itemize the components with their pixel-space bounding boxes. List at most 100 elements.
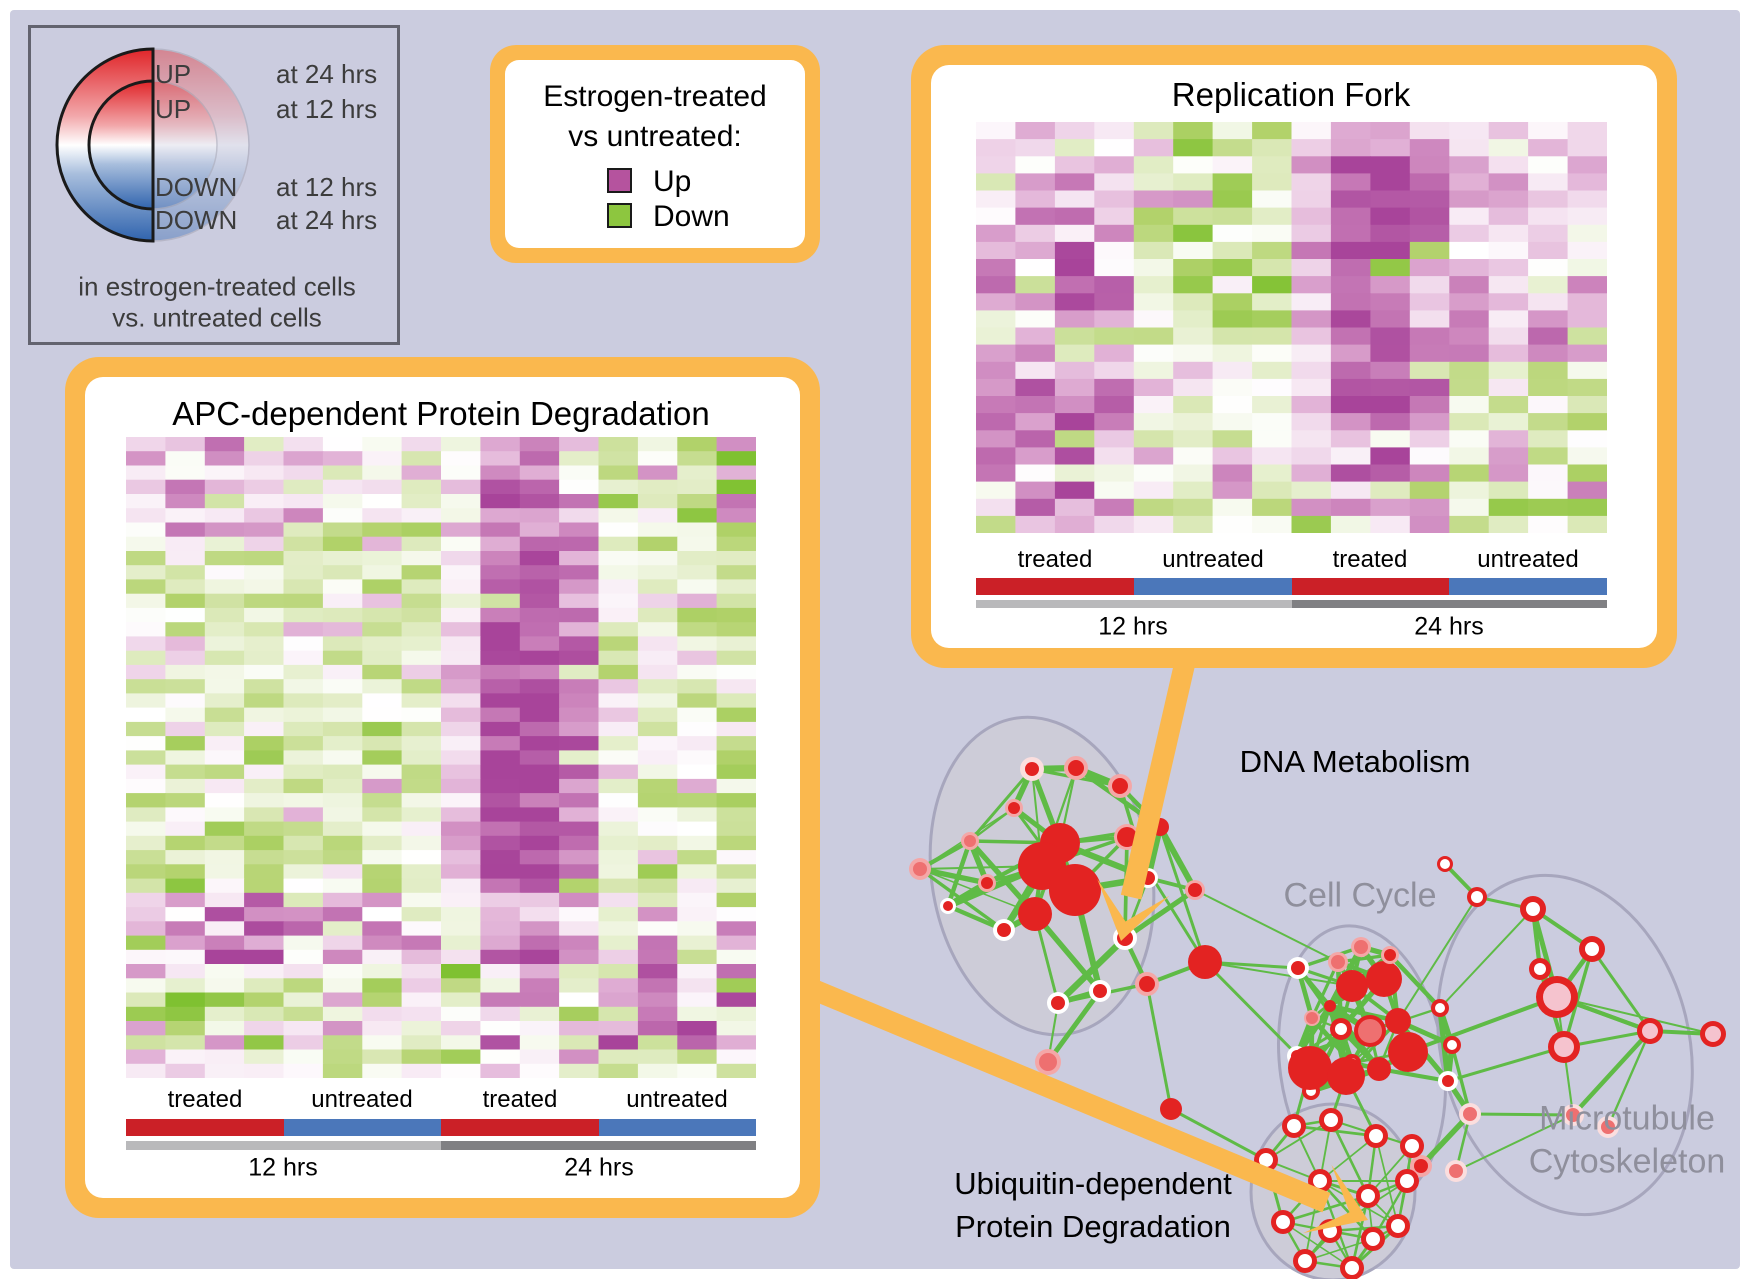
heatmap-cell [1173, 378, 1214, 397]
heatmap-cell [244, 593, 285, 609]
heatmap-cell [1252, 190, 1293, 209]
heatmap-cell [204, 1006, 245, 1022]
heatmap-cell [1449, 156, 1490, 175]
ring-legend-direction-0: UP [155, 59, 192, 89]
heatmap-cell [283, 821, 324, 837]
heatmap-cell [1528, 207, 1569, 226]
network-node [1358, 1019, 1382, 1043]
heatmap-cell [637, 935, 678, 951]
heatmap-cell [480, 707, 521, 723]
heatmap-cell [401, 607, 442, 623]
heatmap-cell [1054, 447, 1095, 466]
ring-legend-time-0: at 24 hrs [276, 59, 378, 89]
heatmap-cell [1330, 327, 1371, 346]
network-node [943, 901, 953, 911]
heatmap-cell [1330, 139, 1371, 158]
heatmap-cell [362, 1035, 403, 1051]
heatmap-cell [401, 807, 442, 823]
heatmap-cell [362, 622, 403, 638]
heatmap-cell [126, 508, 166, 524]
heatmap-cell [1212, 515, 1253, 533]
heatmap-cell [244, 494, 285, 509]
heatmap-cell [976, 293, 1016, 312]
heatmap-cell [598, 522, 639, 538]
heatmap-cell [204, 750, 245, 766]
network-edge [1265, 1119, 1332, 1161]
heatmap-cell [677, 778, 718, 794]
heatmap-cell [1567, 122, 1607, 140]
network-node [1534, 963, 1546, 975]
heatmap-cell [322, 508, 363, 524]
heatmap-cell [322, 579, 363, 595]
heatmap-cell [441, 921, 481, 937]
heatmap-cell [480, 508, 521, 524]
condition-label-1: untreated [1162, 546, 1264, 573]
heatmap-cell [1409, 241, 1450, 260]
heatmap-cell [283, 850, 324, 866]
heatmap-cell [126, 479, 166, 495]
network-node [1585, 942, 1599, 956]
heatmap-cell [322, 949, 363, 965]
heatmap-cell [598, 964, 639, 979]
heatmap-cell [244, 907, 285, 923]
heatmap-cell [283, 949, 324, 965]
heatmap-cell [1291, 481, 1332, 500]
heatmap-cell [204, 778, 245, 794]
heatmap-cell [401, 565, 442, 581]
condition-bar-1 [1133, 578, 1292, 595]
heatmap-cell [716, 551, 756, 566]
heatmap-cell [1330, 344, 1371, 363]
network-node [1388, 1032, 1428, 1072]
heatmap-cell [126, 536, 166, 552]
heatmap-cell [362, 565, 403, 581]
heatmap-cell [559, 721, 600, 737]
heatmap-cell [126, 949, 166, 965]
heatmap-cell [519, 1063, 560, 1078]
heatmap-cell [1252, 207, 1293, 226]
heatmap-cell [1528, 396, 1569, 414]
heatmap-cell [441, 793, 481, 809]
heatmap-cell [1330, 515, 1371, 533]
heatmap-cell [716, 636, 756, 652]
network-node [1306, 1012, 1318, 1024]
heatmap-cell [677, 693, 718, 709]
heatmap-cell [677, 992, 718, 1008]
heatmap-cell [716, 907, 756, 923]
heatmap-cell [126, 964, 166, 979]
ring-legend-direction-3: DOWN [155, 205, 238, 235]
heatmap-cell [637, 451, 678, 467]
heatmap-cell [1528, 430, 1569, 449]
heatmap-cell [244, 579, 285, 595]
heatmap-cell [283, 479, 324, 495]
heatmap-cell [1173, 156, 1214, 175]
condition-bar-2 [441, 1119, 599, 1136]
heatmap-cell [677, 721, 718, 737]
heatmap-cell [1252, 344, 1293, 363]
heatmap-cell [362, 949, 403, 965]
heatmap-cell [637, 664, 678, 680]
heatmap-cell [677, 1063, 718, 1078]
heatmap-cell [244, 935, 285, 951]
heatmap-cell [362, 679, 403, 695]
heatmap-cell [244, 451, 285, 467]
network-node [981, 877, 993, 889]
heatmap-cell [677, 864, 718, 880]
heatmap-cell [441, 907, 481, 923]
heatmap-cell [401, 878, 442, 894]
heatmap-cell [1330, 498, 1371, 517]
heatmap-cell [362, 964, 403, 979]
heatmap-cell [637, 907, 678, 923]
condition-label-0: treated [1017, 546, 1093, 573]
heatmap-cell [1528, 464, 1569, 483]
heatmap-cell [1409, 173, 1450, 192]
heatmap-cell [1212, 447, 1253, 466]
cluster-label-dna: DNA Metabolism [1239, 744, 1471, 779]
heatmap-cell [362, 921, 403, 937]
heatmap-cell [1015, 207, 1056, 226]
heatmap-cell [283, 650, 324, 666]
heatmap-cell [480, 764, 521, 780]
heatmap-cell [976, 378, 1016, 397]
heatmap-cell [519, 736, 560, 752]
heatmap-cell [401, 1006, 442, 1022]
heatmap-cell [165, 864, 206, 880]
